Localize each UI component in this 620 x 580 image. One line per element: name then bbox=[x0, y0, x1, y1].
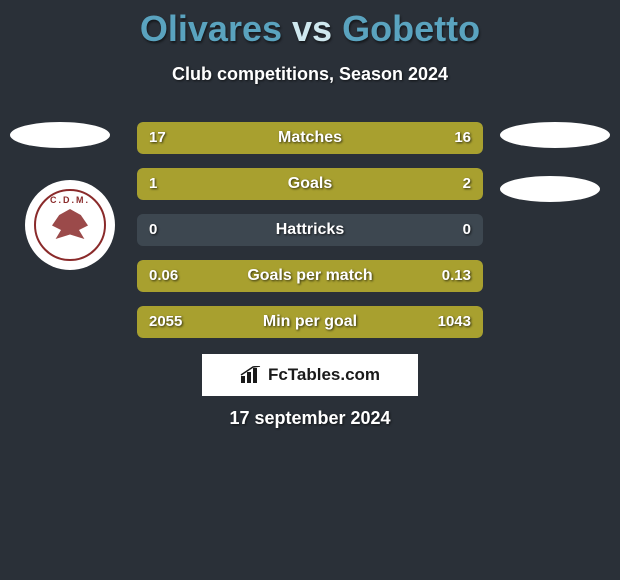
comparison-title: Olivares vs Gobetto bbox=[0, 0, 620, 50]
stat-row: 1716Matches bbox=[137, 122, 483, 154]
stat-row: 00Hattricks bbox=[137, 214, 483, 246]
club-badge-letters: C.D.M. bbox=[50, 195, 90, 205]
stat-label: Min per goal bbox=[137, 306, 483, 338]
vs-text: vs bbox=[292, 8, 332, 49]
player-placeholder-oval bbox=[500, 176, 600, 202]
club-badge-emblem bbox=[52, 209, 88, 239]
stat-row: 0.060.13Goals per match bbox=[137, 260, 483, 292]
club-badge: C.D.M. bbox=[25, 180, 115, 270]
player2-name: Gobetto bbox=[342, 8, 480, 49]
player1-name: Olivares bbox=[140, 8, 282, 49]
stat-label: Goals per match bbox=[137, 260, 483, 292]
brand-text: FcTables.com bbox=[268, 365, 380, 385]
date-line: 17 september 2024 bbox=[0, 408, 620, 429]
player-placeholder-oval bbox=[10, 122, 110, 148]
stats-bars: 1716Matches 12Goals 00Hattricks 0.060.13Goa… bbox=[137, 122, 483, 352]
brand-box: FcTables.com bbox=[202, 354, 418, 396]
stat-row: 20551043Min per goal bbox=[137, 306, 483, 338]
bar-chart-icon bbox=[240, 366, 262, 384]
stat-row: 12Goals bbox=[137, 168, 483, 200]
stat-label: Goals bbox=[137, 168, 483, 200]
stat-label: Hattricks bbox=[137, 214, 483, 246]
player-placeholder-oval bbox=[500, 122, 610, 148]
subtitle: Club competitions, Season 2024 bbox=[0, 64, 620, 85]
stat-label: Matches bbox=[137, 122, 483, 154]
